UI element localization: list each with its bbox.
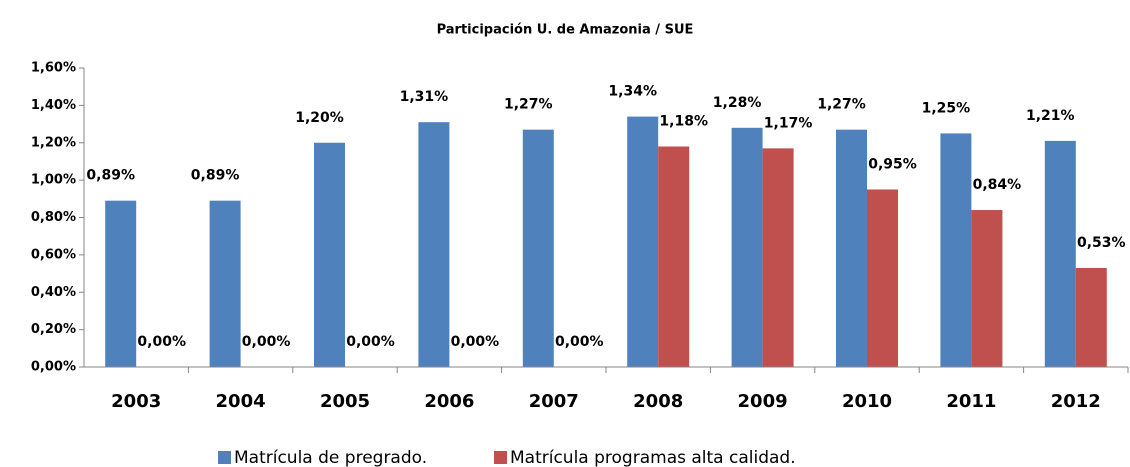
y-tick-label: 1,60%	[31, 61, 76, 76]
bar	[658, 146, 690, 367]
y-tick-label: 0,80%	[31, 210, 76, 225]
y-tick-label: 0,40%	[31, 285, 76, 300]
y-tick-label: 1,00%	[31, 173, 76, 188]
data-label: 0,89%	[191, 168, 240, 184]
data-label: 1,27%	[817, 97, 866, 113]
x-tick-label: 2003	[111, 391, 161, 412]
data-label: 0,00%	[451, 334, 500, 350]
legend-label: Matrícula de pregrado.	[234, 448, 427, 467]
bar	[1044, 140, 1076, 367]
bar	[314, 142, 345, 367]
x-tick-label: 2007	[529, 391, 579, 412]
data-label: 0,00%	[346, 334, 395, 350]
bar	[627, 116, 659, 368]
data-label: 0,95%	[868, 156, 917, 172]
data-label: 0,84%	[973, 177, 1022, 193]
y-tick-label: 1,40%	[31, 98, 76, 113]
data-label: 0,89%	[86, 168, 135, 184]
data-label: 1,18%	[659, 113, 708, 129]
data-label: 1,21%	[1026, 108, 1075, 124]
x-tick-label: 2005	[320, 391, 370, 412]
data-label: 1,27%	[504, 97, 553, 113]
bar	[522, 129, 554, 367]
bar	[418, 122, 450, 367]
data-label: 1,34%	[608, 84, 657, 100]
x-tick-label: 2004	[216, 391, 266, 412]
y-tick-label: 1,20%	[31, 135, 76, 150]
data-label: 0,53%	[1077, 235, 1126, 251]
bar	[971, 210, 1003, 367]
bar	[105, 200, 137, 367]
x-tick-label: 2006	[424, 391, 474, 412]
bar	[836, 129, 867, 367]
x-tick-label: 2009	[738, 391, 788, 412]
bar	[209, 200, 241, 367]
bar	[940, 133, 972, 367]
x-tick-label: 2010	[842, 391, 892, 412]
bar	[867, 189, 898, 367]
legend-swatch	[218, 451, 231, 464]
data-label: 0,00%	[242, 334, 291, 350]
y-tick-label: 0,00%	[31, 360, 76, 375]
bar	[762, 148, 794, 367]
legend-swatch	[494, 451, 507, 464]
data-label: 0,00%	[555, 334, 604, 350]
data-label: 0,00%	[137, 334, 186, 350]
y-tick-label: 0,20%	[31, 322, 76, 337]
x-tick-label: 2008	[633, 391, 683, 412]
data-label: 1,17%	[764, 115, 813, 131]
data-label: 1,25%	[922, 100, 971, 116]
x-tick-label: 2011	[946, 391, 996, 412]
data-label: 1,28%	[713, 95, 762, 111]
data-label: 1,20%	[295, 110, 344, 126]
y-tick-label: 0,60%	[31, 247, 76, 262]
legend-label: Matrícula programas alta calidad.	[510, 448, 796, 467]
data-label: 1,31%	[400, 89, 449, 105]
bar	[731, 127, 763, 367]
x-tick-label: 2012	[1051, 391, 1101, 412]
bar	[1075, 267, 1107, 367]
chart-title: Participación U. de Amazonia / SUE	[437, 23, 694, 38]
